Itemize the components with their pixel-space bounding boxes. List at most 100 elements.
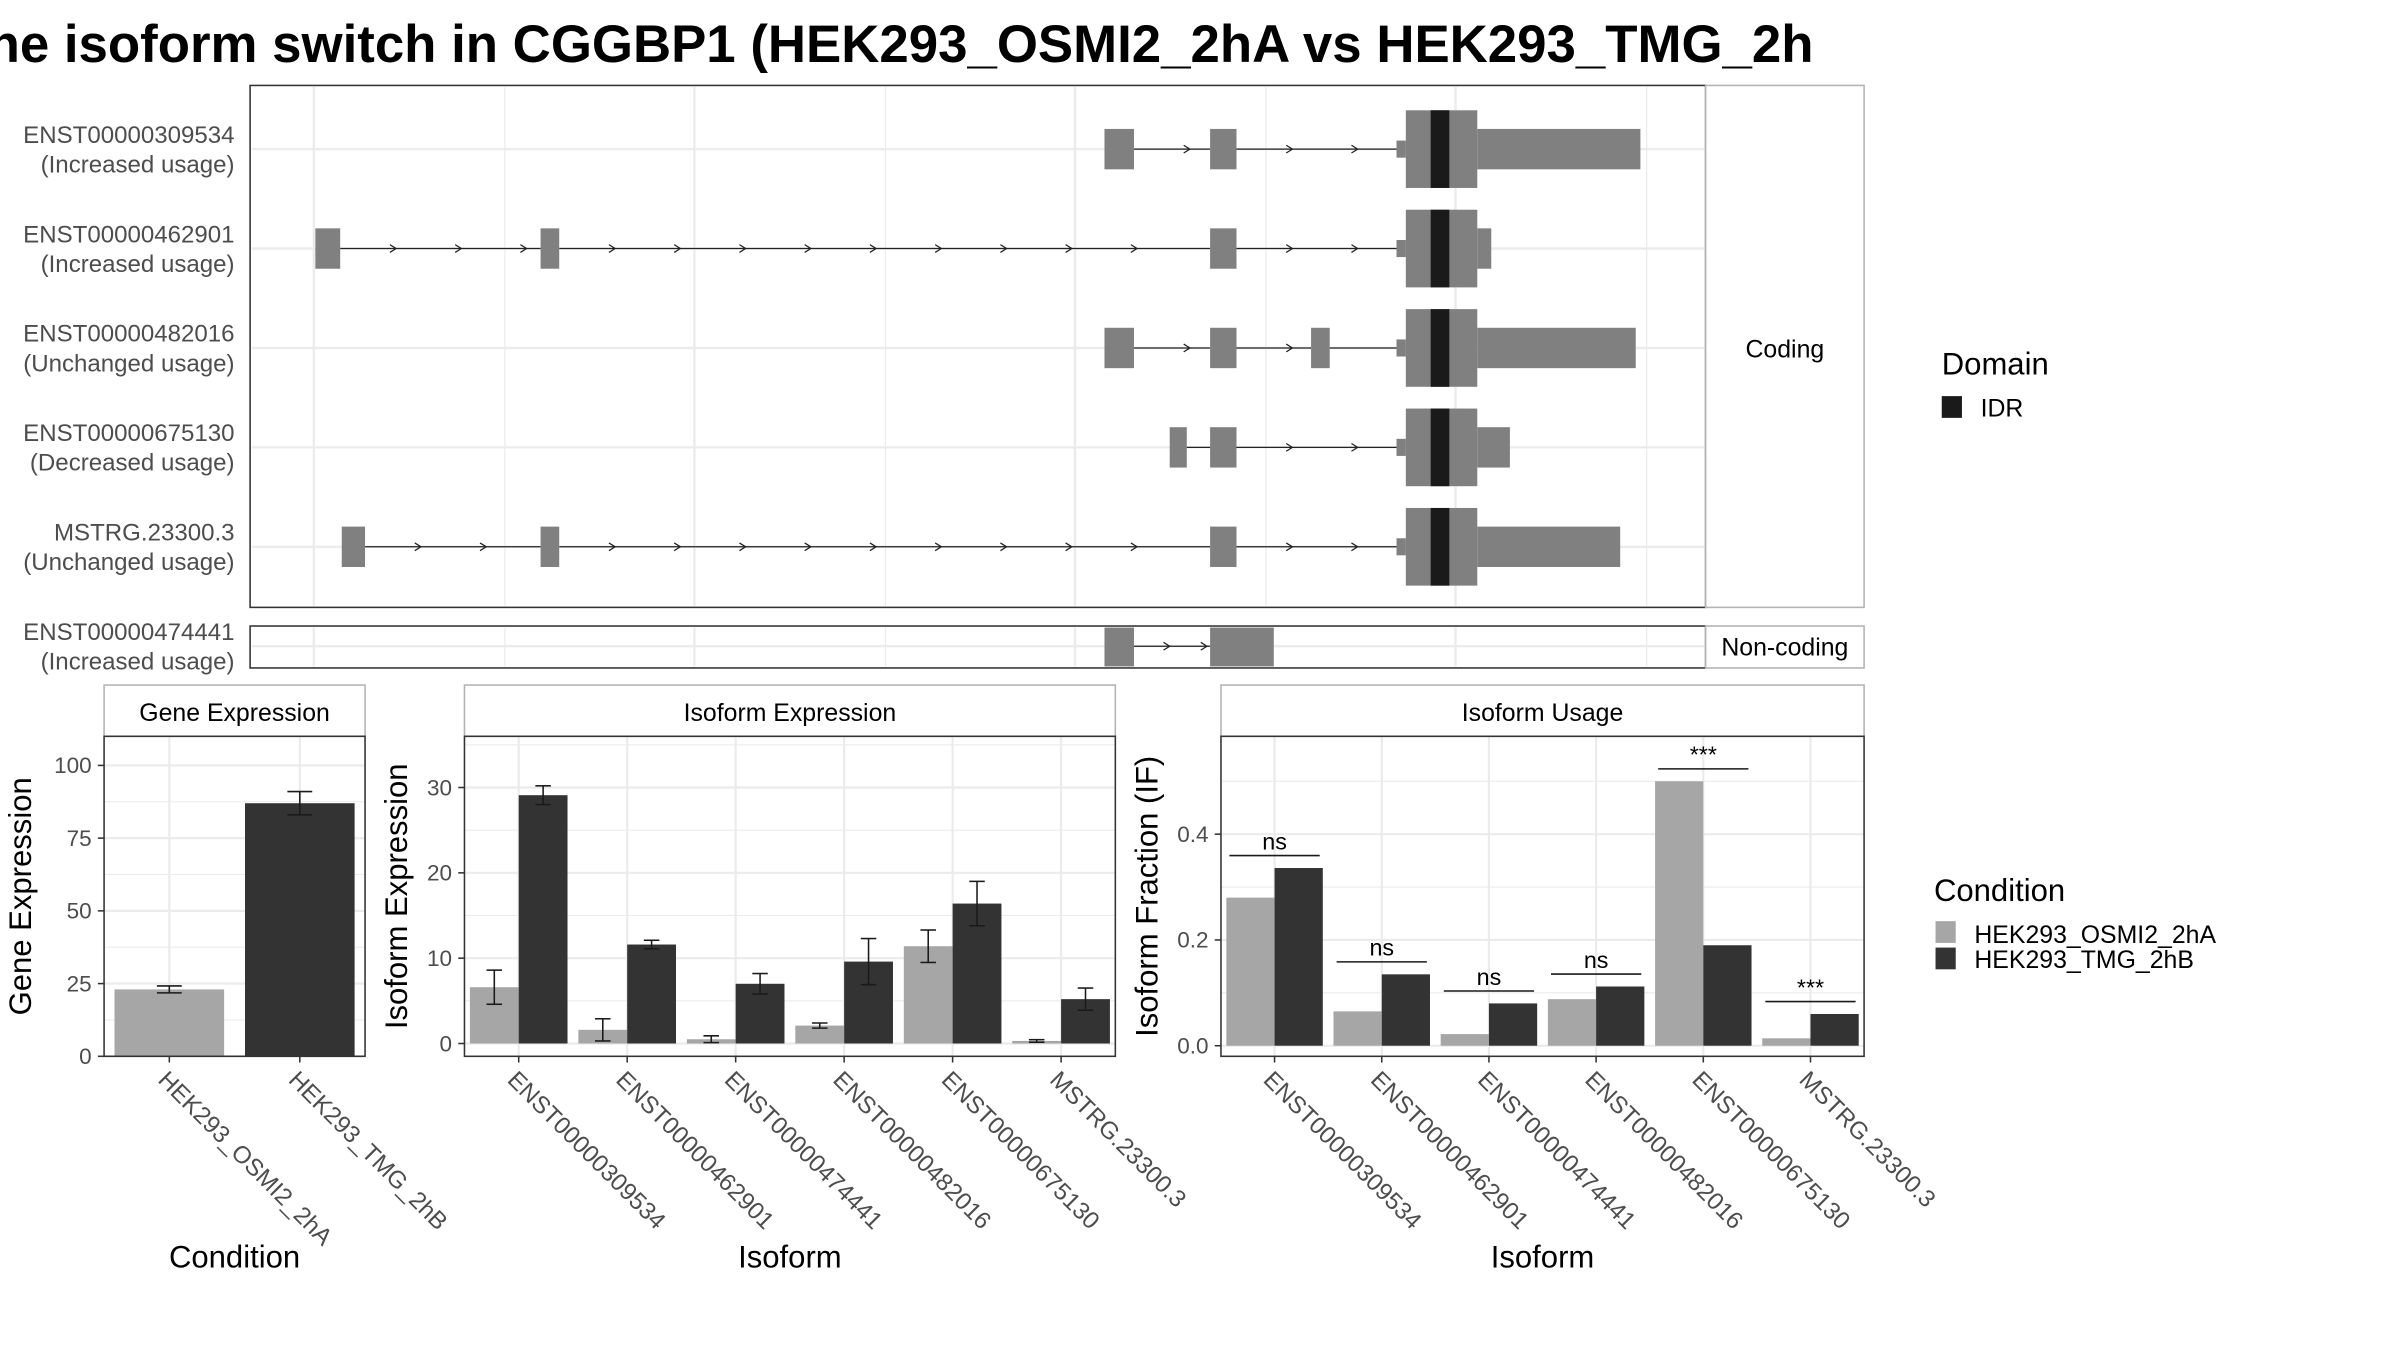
domain-legend: Domain IDR [1941, 346, 2049, 422]
utr-exon [1477, 526, 1621, 567]
y-tick-label: 20 [427, 861, 452, 886]
bar [518, 795, 568, 1044]
intron-arrow [804, 542, 813, 552]
exon [1104, 627, 1134, 667]
idr-domain [1430, 408, 1450, 487]
y-tick-label: 30 [427, 775, 452, 800]
isoform-usage-label: (Increased usage) [41, 151, 235, 178]
facet-strip [103, 684, 366, 738]
chart-panel: Isoform Expression0102030ENST00000309534… [379, 684, 1191, 1275]
bar [1226, 897, 1275, 1046]
idr-domain [1430, 209, 1450, 288]
intron-arrow [1285, 542, 1294, 552]
intron-arrow [1130, 244, 1139, 253]
panel-title: Isoform Usage [1462, 700, 1624, 727]
panel-border [1220, 735, 1865, 1058]
bar [1274, 868, 1323, 1046]
domain-legend-title: Domain [1942, 346, 2049, 381]
transcript-track [1104, 309, 1636, 387]
bar-charts: Gene Expression0255075100HEK293_OSMI2_2h… [3, 684, 1941, 1275]
intron-arrow [1200, 641, 1209, 651]
error-bar [860, 937, 877, 986]
exon [1210, 128, 1237, 170]
bar [627, 944, 677, 1044]
intron-arrow [454, 244, 463, 253]
isoform-id-label: ENST00000474441 [23, 619, 234, 646]
y-tick-label: 10 [427, 946, 452, 971]
utr-exon [1477, 327, 1636, 369]
isoform-id-label: ENST00000675130 [23, 420, 234, 447]
significance-label: *** [1690, 742, 1717, 768]
y-tick-label: 75 [67, 826, 92, 851]
intron-arrow [1000, 542, 1008, 552]
exon [1104, 327, 1134, 369]
condition-b-swatch [1935, 947, 1956, 970]
significance-label: ns [1369, 935, 1394, 961]
y-tick-label: 0 [440, 1031, 453, 1056]
significance-label: ns [1477, 964, 1502, 990]
significance-label: ns [1262, 828, 1287, 854]
panel-title: Isoform Expression [684, 700, 897, 727]
error-bar [1077, 987, 1094, 1012]
intron-arrow [389, 244, 398, 253]
y-tick-label: 0.2 [1177, 928, 1208, 953]
isoform-usage-label: (Decreased usage) [30, 450, 235, 477]
utr-exon [1477, 128, 1641, 170]
intron-arrow [1351, 542, 1359, 552]
intron-arrow [1351, 144, 1359, 154]
idr-domain [1430, 309, 1450, 387]
y-tick-label: 0 [79, 1044, 92, 1069]
idr-domain [1430, 507, 1450, 586]
utr-exon [1477, 427, 1510, 468]
y-tick-label: 100 [54, 753, 92, 778]
isoform-usage-label: (Unchanged usage) [23, 350, 234, 377]
y-axis-title: Isoform Fraction (IF) [1129, 756, 1164, 1037]
bar [795, 1025, 845, 1044]
intron-arrow [1351, 442, 1359, 452]
utr-exon [1477, 228, 1492, 269]
idr-domain [1430, 110, 1450, 188]
transcript-track [341, 507, 1621, 586]
error-bar [643, 939, 660, 950]
noncoding-strip-label: Non-coding [1721, 635, 1848, 662]
intron-arrow [414, 542, 423, 552]
significance-label: ns [1584, 947, 1609, 973]
utr-segment [1396, 339, 1406, 357]
exon [540, 228, 560, 269]
condition-b-label: HEK293_TMG_2hB [1974, 947, 2194, 974]
intron-arrow [804, 244, 813, 253]
error-bar [156, 985, 182, 994]
coding-strip-label: Coding [1745, 336, 1824, 363]
error-bar [703, 1035, 720, 1044]
intron-arrow [608, 542, 617, 552]
exon [1210, 327, 1237, 369]
error-bar [969, 880, 985, 927]
x-axis-title: Isoform [1491, 1240, 1595, 1275]
condition-legend: Condition HEK293_OSMI2_2hA HEK293_TMG_2h… [1934, 873, 2216, 974]
isoform-id-label: ENST00000309534 [23, 122, 234, 149]
error-bar [595, 1017, 611, 1042]
intron-arrow [1163, 641, 1171, 651]
intron-arrow [1183, 144, 1192, 154]
error-bar [920, 929, 936, 964]
utr-segment [1396, 140, 1406, 158]
panel-border [463, 735, 1117, 1058]
intron-arrow [869, 542, 878, 552]
figure-title: he isoform switch in CGGBP1 (HEK293_OSMI… [0, 15, 1814, 74]
condition-a-label: HEK293_OSMI2_2hA [1974, 922, 2216, 949]
y-axis-title: Gene Expression [3, 777, 38, 1015]
intron-arrow [479, 542, 488, 552]
intron-arrow [1000, 244, 1008, 253]
bar [1655, 781, 1704, 1046]
chart-panel: Isoform Usagensnsnsns******0.00.20.4ENST… [1129, 684, 1941, 1275]
condition-a-swatch [1935, 921, 1956, 943]
error-bar [1028, 1038, 1045, 1044]
panel-title: Gene Expression [139, 700, 330, 727]
panel-border [103, 735, 366, 1058]
intron-arrow [1351, 244, 1359, 253]
bar [114, 989, 225, 1057]
exon [1169, 427, 1187, 468]
utr-segment [1396, 438, 1406, 456]
